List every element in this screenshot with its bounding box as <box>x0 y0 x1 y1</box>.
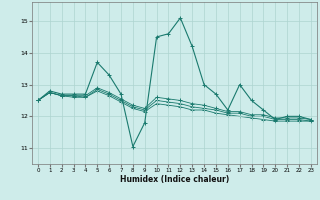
X-axis label: Humidex (Indice chaleur): Humidex (Indice chaleur) <box>120 175 229 184</box>
